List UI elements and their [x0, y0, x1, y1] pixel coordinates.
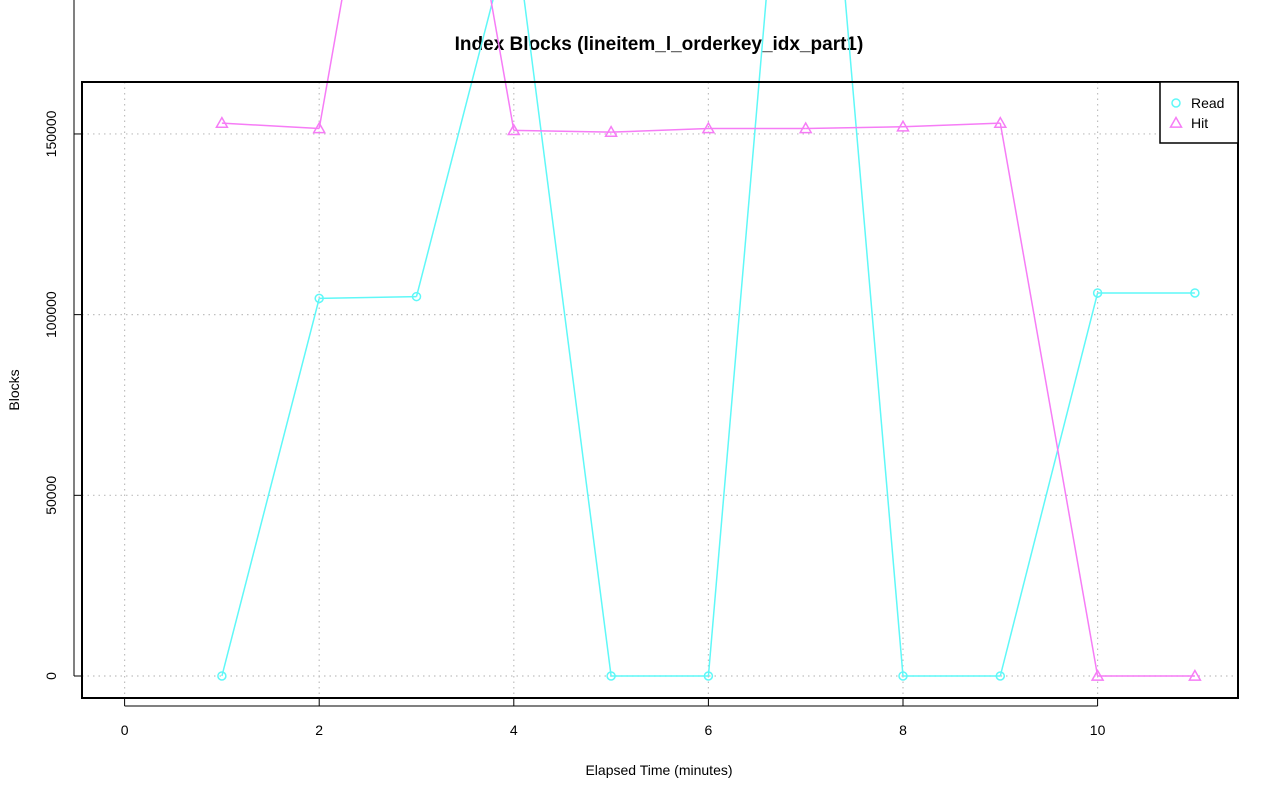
- hit-point: [1188, 668, 1202, 681]
- x-tick-label: 4: [510, 722, 518, 738]
- series-read: [217, 0, 1200, 681]
- hit-point: [993, 116, 1008, 128]
- read-point: [217, 671, 227, 681]
- read-segment: [415, 0, 494, 297]
- x-tick-label: 0: [121, 722, 129, 738]
- hit-point: [507, 123, 521, 136]
- hit-segment: [805, 125, 904, 130]
- series-layer: [215, 0, 1202, 681]
- hit-segment: [999, 122, 1099, 677]
- x-axis: 0 2 4 6 8 10: [121, 698, 1106, 738]
- read-point: [703, 671, 714, 681]
- read-segment: [221, 298, 320, 677]
- hit-point: [701, 121, 716, 134]
- hit-segment: [513, 129, 612, 133]
- hit-point: [1090, 668, 1105, 681]
- read-segment: [844, 0, 904, 677]
- legend-read-marker: [1171, 98, 1181, 108]
- y-tick-label: 50000: [43, 476, 59, 515]
- y-tick-label: 150000: [43, 110, 59, 157]
- hit-segment: [318, 0, 343, 129]
- read-segment: [319, 295, 417, 300]
- read-point: [1092, 288, 1103, 298]
- read-point: [411, 291, 422, 302]
- y-axis-label: Blocks: [6, 369, 22, 410]
- read-point: [898, 671, 908, 681]
- y-axis: 050000100000150000200000250000300000: [43, 0, 82, 680]
- plot-frame: [81, 81, 1239, 699]
- read-segment: [707, 0, 767, 677]
- read-point: [606, 671, 616, 681]
- hit-point: [215, 116, 229, 128]
- hit-segment: [221, 122, 320, 130]
- hit-segment: [490, 0, 515, 131]
- x-tick-label: 10: [1090, 722, 1106, 738]
- chart-title: Index Blocks (lineitem_l_orderkey_idx_pa…: [455, 34, 864, 55]
- hit-point: [798, 121, 813, 134]
- read-point: [995, 671, 1006, 681]
- hit-segment: [902, 122, 1001, 128]
- read-segment: [523, 0, 612, 677]
- legend-box: [1159, 81, 1239, 144]
- x-tick-label: 6: [705, 722, 713, 738]
- hit-point: [604, 125, 618, 138]
- hit-point: [312, 121, 326, 134]
- hit-segment: [611, 127, 709, 133]
- read-point: [1190, 288, 1200, 298]
- series-hit: [215, 0, 1202, 681]
- y-tick-label: 100000: [43, 291, 59, 338]
- legend-hit-marker: [1169, 115, 1183, 128]
- y-tick-label: 0: [43, 672, 59, 680]
- x-tick-label: 8: [899, 722, 907, 738]
- legend-read-label: Read: [1191, 95, 1224, 111]
- legend: Read Hit: [1159, 81, 1239, 144]
- x-axis-label: Elapsed Time (minutes): [585, 762, 732, 778]
- legend-hit-label: Hit: [1191, 115, 1208, 131]
- hit-point: [896, 119, 910, 132]
- read-point: [314, 293, 324, 304]
- read-segment: [999, 292, 1099, 677]
- x-tick-label: 2: [315, 722, 323, 738]
- grid-lines: [82, 82, 1238, 698]
